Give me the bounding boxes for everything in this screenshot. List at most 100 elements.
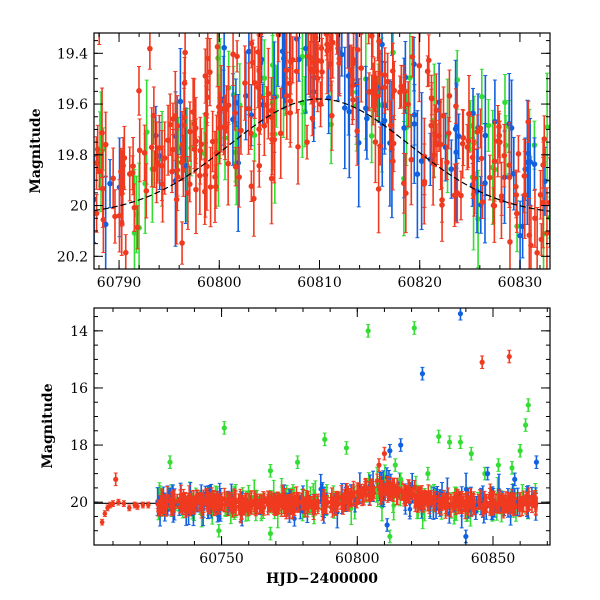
top-red-point: [478, 130, 485, 186]
bottom-red-early-point: [140, 501, 146, 509]
top-blue-point: [418, 92, 425, 231]
top-red-point: [251, 160, 257, 237]
top-red-point: [102, 111, 109, 178]
bottom-x-ticks: 60750 60800 60850: [112, 308, 548, 567]
bottom-red-point: [299, 492, 304, 511]
bottom-green-outlier: [522, 418, 529, 432]
bottom-red-point: [222, 487, 227, 512]
bottom-red-point: [461, 496, 467, 507]
bottom-red-point: [441, 489, 447, 508]
top-blue-point: [345, 33, 352, 136]
top-red-point: [269, 103, 275, 176]
bottom-red-point: [356, 490, 362, 503]
bottom-green-outlier: [525, 398, 531, 412]
top-red-point: [314, 44, 321, 113]
top-green-point: [485, 98, 492, 152]
top-red-point: [436, 119, 442, 152]
bottom-green-outlier: [509, 461, 515, 475]
top-red-point: [286, 60, 293, 107]
top-red-point: [375, 144, 382, 234]
bottom-ytick-label: 14: [70, 324, 88, 340]
top-red-point: [261, 95, 268, 156]
top-red-point: [174, 129, 181, 211]
bottom-red-point: [322, 497, 327, 511]
bottom-red-point: [414, 488, 420, 506]
bottom-green-outlier: [517, 443, 523, 458]
top-red-point: [147, 33, 153, 70]
top-red-point: [540, 141, 546, 189]
top-red-point: [185, 156, 191, 230]
bottom-red-early-point: [116, 498, 121, 506]
top-red-point: [464, 124, 471, 171]
top-red-point: [192, 97, 199, 160]
bottom-red-outlier: [113, 472, 119, 487]
top-red-point: [225, 121, 231, 206]
top-blue-point: [474, 149, 480, 234]
top-red-point: [350, 79, 356, 121]
top-red-point: [477, 108, 484, 149]
top-red-point: [372, 100, 379, 184]
top-red-point: [136, 118, 143, 183]
bottom-red-point: [466, 499, 471, 517]
bottom-green-outlier: [221, 421, 227, 435]
top-red-point: [471, 139, 478, 217]
top-blue-point: [107, 159, 113, 209]
bottom-red-point: [387, 482, 393, 497]
bottom-green-outlier: [457, 435, 464, 449]
top-red-point: [305, 33, 312, 95]
top-ytick-label: 19.4: [57, 46, 88, 62]
top-red-point: [209, 110, 216, 173]
bottom-red-outlier: [479, 355, 485, 370]
top-panel: 60790 60800 60810 60820 60830 19.4 19.6 19.8 20…: [28, 0, 551, 291]
top-red-point: [170, 102, 176, 136]
top-red-point: [366, 33, 371, 45]
bottom-frame: [93, 307, 551, 546]
top-red-point: [506, 151, 513, 204]
top-ytick-label: 20.2: [57, 249, 88, 265]
top-red-point: [248, 170, 255, 202]
bottom-blue-outlier: [463, 529, 469, 544]
bottom-red-early-point: [121, 500, 127, 507]
top-red-point: [154, 145, 161, 184]
bottom-red-outlier: [376, 458, 382, 472]
bottom-red-point: [513, 498, 518, 516]
top-red-point: [324, 33, 330, 61]
bottom-red-point: [192, 496, 198, 512]
top-red-point: [167, 93, 173, 156]
bottom-red-point: [242, 498, 247, 513]
bottom-red-point: [351, 486, 356, 506]
top-green-point: [479, 68, 485, 125]
bottom-blue-outlier: [484, 466, 491, 481]
bottom-blue-outlier: [384, 518, 390, 532]
top-red-point: [391, 60, 397, 121]
top-red-point: [458, 170, 464, 221]
bottom-red-point: [487, 487, 493, 509]
bottom-red-point: [271, 497, 276, 512]
top-red-point: [375, 33, 380, 62]
bottom-red-point: [358, 483, 364, 498]
bottom-red-point: [476, 493, 482, 510]
top-red-point: [440, 86, 447, 145]
top-red-point: [513, 169, 519, 204]
bottom-panel: 60750 60800 60850 14 16 18 20 Magnitude HJD−2…: [40, 307, 551, 587]
bottom-red-point: [204, 493, 209, 510]
bottom-red-point: [455, 489, 461, 512]
bottom-y-ticks: 14 16 18 20: [70, 316, 550, 546]
top-red-point: [304, 124, 310, 160]
bottom-red-point: [501, 504, 506, 519]
top-x-ticks: 60790 60800 60810 60820 60830: [97, 33, 542, 291]
top-red-point: [400, 65, 407, 114]
top-red-point: [317, 81, 324, 128]
top-y-axis-title: Magnitude: [28, 108, 44, 193]
bottom-red-early-point: [145, 501, 151, 509]
bottom-red-point: [329, 487, 335, 509]
bottom-red-point: [163, 498, 169, 517]
top-blue-point: [177, 48, 184, 155]
top-red-point: [322, 0, 328, 21]
top-red-point: [369, 33, 375, 70]
top-red-point: [99, 87, 105, 179]
top-red-point: [242, 45, 248, 121]
top-red-point: [331, 0, 337, 2]
top-xtick-label: 60830: [498, 275, 543, 291]
top-red-point: [202, 48, 209, 104]
